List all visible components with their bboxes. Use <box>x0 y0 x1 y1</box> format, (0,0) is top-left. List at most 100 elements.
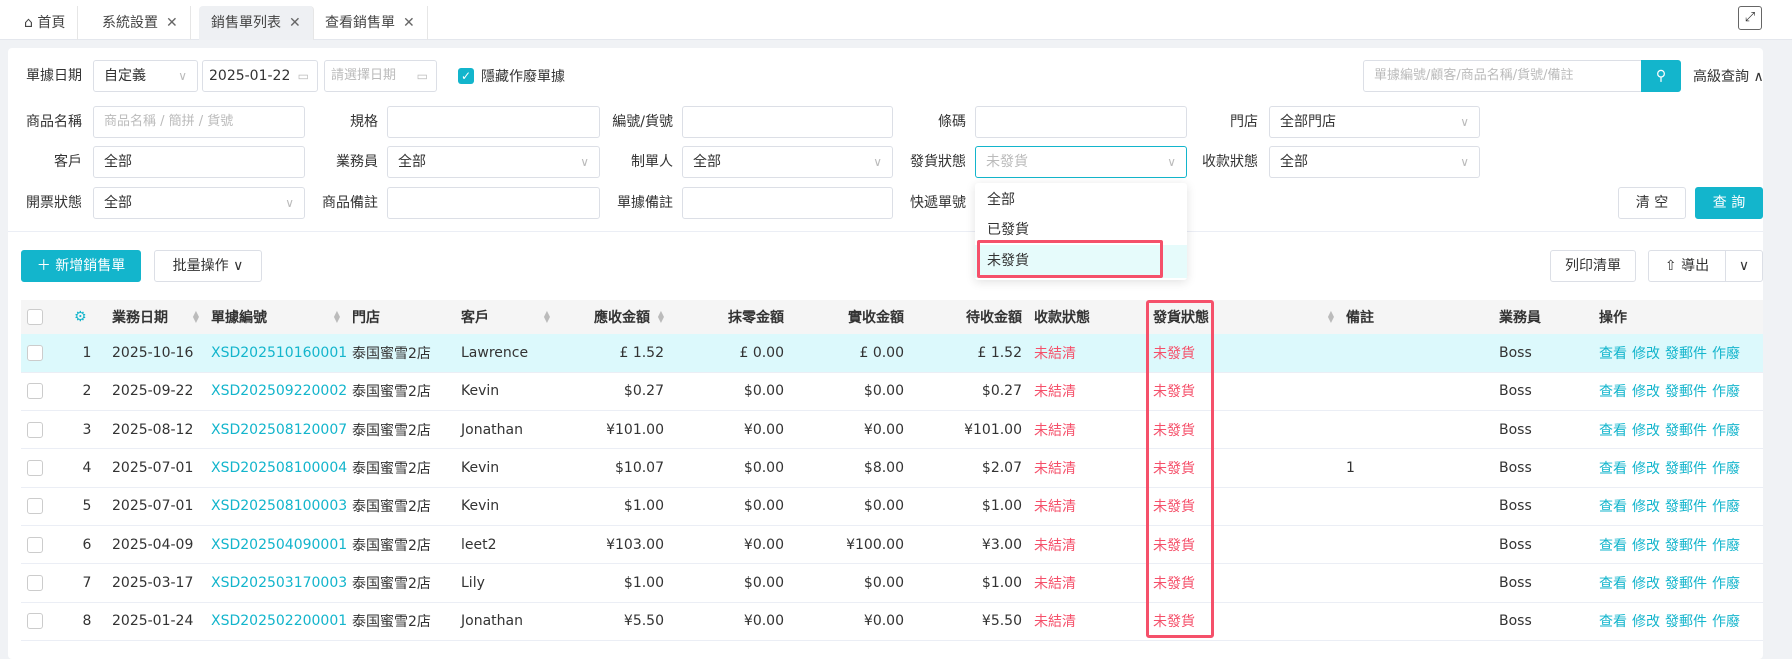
row-checkbox[interactable] <box>21 372 68 412</box>
tab-system-settings[interactable]: 系統設置 ✕ <box>90 6 191 40</box>
order-no-link[interactable]: XSD202502200001 <box>205 602 347 641</box>
clear-button[interactable]: 清 空 <box>1618 187 1686 219</box>
action-link-2[interactable]: 發郵件 <box>1665 537 1707 554</box>
action-link-2[interactable]: 發郵件 <box>1665 461 1707 478</box>
store-select[interactable]: 全部門店 ∨ <box>1269 106 1480 138</box>
action-link-2[interactable]: 發郵件 <box>1665 345 1707 362</box>
order-note-input[interactable] <box>682 187 893 219</box>
action-link-1[interactable]: 修改 <box>1632 345 1660 362</box>
action-link-0[interactable]: 查看 <box>1599 384 1627 401</box>
salesman-select[interactable]: 全部 ∨ <box>387 146 600 178</box>
date-end-input[interactable]: 請選擇日期 ▭ <box>324 60 437 92</box>
action-link-1[interactable]: 修改 <box>1632 384 1660 401</box>
search-button[interactable]: ⚲ <box>1641 60 1681 92</box>
row-checkbox[interactable] <box>21 563 68 603</box>
action-link-3[interactable]: 作廢 <box>1712 575 1740 592</box>
row-checkbox[interactable] <box>21 334 68 373</box>
row-checkbox[interactable] <box>21 602 68 641</box>
product-note-input[interactable] <box>387 187 600 219</box>
order-no-link[interactable]: XSD202510160001 <box>205 334 347 373</box>
action-link-1[interactable]: 修改 <box>1632 499 1660 516</box>
query-button[interactable]: 查 詢 <box>1695 187 1763 219</box>
spec-input[interactable] <box>387 106 600 138</box>
header-order-no[interactable]: 單據編號 ▲ ▼ <box>205 300 346 334</box>
order-no-link[interactable]: XSD202503170003 <box>205 563 347 603</box>
barcode-input[interactable] <box>975 106 1187 138</box>
hide-void-checkbox[interactable]: ✓ <box>458 68 474 84</box>
header-customer[interactable]: 客戶 ▲ ▼ <box>455 300 556 334</box>
action-link-0[interactable]: 查看 <box>1599 575 1627 592</box>
action-link-2[interactable]: 發郵件 <box>1665 384 1707 401</box>
action-link-0[interactable]: 查看 <box>1599 499 1627 516</box>
dropdown-option-shipped[interactable]: 已發貨 <box>987 222 1029 238</box>
column-settings[interactable]: ⚙ <box>68 300 106 334</box>
table-row[interactable]: 3 2025-08-12 XSD202508120007 泰国蜜雪2店 Jona… <box>21 410 1763 450</box>
pay-status-select[interactable]: 全部 ∨ <box>1269 146 1480 178</box>
select-all[interactable] <box>21 300 68 334</box>
row-checkbox[interactable] <box>21 487 68 526</box>
order-no-link[interactable]: XSD202508100003 <box>205 487 347 526</box>
table-row[interactable]: 7 2025-03-17 XSD202503170003 泰国蜜雪2店 Lily… <box>21 563 1763 603</box>
close-icon[interactable]: ✕ <box>403 15 415 31</box>
action-link-3[interactable]: 作廢 <box>1712 499 1740 516</box>
header-date[interactable]: 業務日期 ▲ ▼ <box>106 300 205 334</box>
print-list-button[interactable]: 列印清單 <box>1550 250 1636 282</box>
table-row[interactable]: 5 2025-07-01 XSD202508100003 泰国蜜雪2店 Kevi… <box>21 487 1763 526</box>
action-link-1[interactable]: 修改 <box>1632 422 1660 439</box>
close-icon[interactable]: ✕ <box>166 15 178 31</box>
dropdown-option-unshipped[interactable]: 未發貨 <box>975 245 1187 278</box>
fullscreen-icon[interactable]: ⤢ <box>1738 6 1762 30</box>
table-row[interactable]: 1 2025-10-16 XSD202510160001 泰国蜜雪2店 Lawr… <box>21 334 1763 373</box>
action-link-0[interactable]: 查看 <box>1599 461 1627 478</box>
action-link-3[interactable]: 作廢 <box>1712 345 1740 362</box>
customer-input[interactable]: 全部 <box>93 146 305 178</box>
row-checkbox[interactable] <box>21 448 68 488</box>
date-start-input[interactable]: 2025-01-22 ▭ <box>202 60 318 92</box>
table-row[interactable]: 8 2025-01-24 XSD202502200001 泰国蜜雪2店 Jona… <box>21 602 1763 641</box>
batch-operation-button[interactable]: 批量操作 ∨ <box>154 250 262 282</box>
table-row[interactable]: 6 2025-04-09 XSD202504090001 泰国蜜雪2店 leet… <box>21 525 1763 565</box>
order-no-link[interactable]: XSD202504090001 <box>205 525 347 565</box>
order-no-link[interactable]: XSD202509220002 <box>205 372 347 412</box>
action-link-1[interactable]: 修改 <box>1632 614 1660 631</box>
tab-home[interactable]: ⌂ 首頁 <box>12 6 79 40</box>
header-receivable[interactable]: 應收金額 ▲ ▼ <box>556 300 670 334</box>
action-link-3[interactable]: 作廢 <box>1712 614 1740 631</box>
invoice-status-select[interactable]: 全部 ∨ <box>93 187 305 219</box>
export-button[interactable]: ⇧ 導出 <box>1648 250 1726 282</box>
maker-select[interactable]: 全部 ∨ <box>682 146 893 178</box>
action-link-2[interactable]: 發郵件 <box>1665 499 1707 516</box>
action-link-1[interactable]: 修改 <box>1632 461 1660 478</box>
date-mode-select[interactable]: 自定義 ∨ <box>93 60 198 92</box>
order-no-link[interactable]: XSD202508120007 <box>205 410 347 450</box>
code-input[interactable] <box>682 106 893 138</box>
advanced-search-toggle[interactable]: 高級查詢 ∧ <box>1693 69 1764 85</box>
action-link-1[interactable]: 修改 <box>1632 575 1660 592</box>
action-link-2[interactable]: 發郵件 <box>1665 614 1707 631</box>
row-checkbox[interactable] <box>21 410 68 450</box>
close-icon[interactable]: ✕ <box>289 15 301 31</box>
product-name-input[interactable]: 商品名稱 / 簡拼 / 貨號 <box>93 106 305 138</box>
add-sales-order-button[interactable]: ＋ 新增銷售單 <box>21 250 141 282</box>
order-no-link[interactable]: XSD202508100004 <box>205 448 347 488</box>
dropdown-option-all[interactable]: 全部 <box>987 192 1015 208</box>
action-link-0[interactable]: 查看 <box>1599 422 1627 439</box>
action-link-0[interactable]: 查看 <box>1599 614 1627 631</box>
action-link-0[interactable]: 查看 <box>1599 537 1627 554</box>
ship-status-select[interactable]: 未發貨 ∨ <box>975 146 1187 178</box>
header-ship-status[interactable]: 發貨狀態 ▲ ▼ <box>1147 300 1340 334</box>
action-link-1[interactable]: 修改 <box>1632 537 1660 554</box>
export-menu-button[interactable]: ∨ <box>1725 250 1763 282</box>
row-checkbox[interactable] <box>21 525 68 565</box>
search-input[interactable]: 單據編號/顧客/商品名稱/貨號/備註 <box>1363 60 1643 92</box>
tab-sales-order-list[interactable]: 銷售單列表 ✕ <box>199 6 314 40</box>
action-link-3[interactable]: 作廢 <box>1712 537 1740 554</box>
action-link-2[interactable]: 發郵件 <box>1665 575 1707 592</box>
action-link-2[interactable]: 發郵件 <box>1665 422 1707 439</box>
action-link-3[interactable]: 作廢 <box>1712 461 1740 478</box>
table-row[interactable]: 4 2025-07-01 XSD202508100004 泰国蜜雪2店 Kevi… <box>21 448 1763 488</box>
action-link-3[interactable]: 作廢 <box>1712 384 1740 401</box>
action-link-3[interactable]: 作廢 <box>1712 422 1740 439</box>
table-row[interactable]: 2 2025-09-22 XSD202509220002 泰国蜜雪2店 Kevi… <box>21 372 1763 412</box>
tab-view-sales-order[interactable]: 查看銷售單 ✕ <box>313 6 428 40</box>
